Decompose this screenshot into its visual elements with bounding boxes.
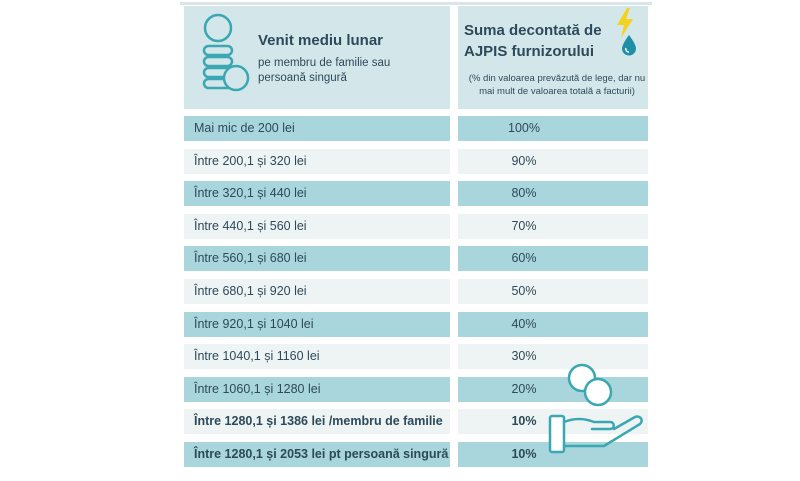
- table-row: Între 920,1 și 1040 lei 40%: [184, 311, 648, 337]
- table-row: Între 320,1 și 440 lei 80%: [184, 181, 648, 207]
- income-header-subtitle: pe membru de familie sau persoană singur…: [258, 57, 391, 84]
- table-row: Între 1040,1 și 1160 lei 30%: [184, 344, 648, 370]
- top-divider: [180, 2, 652, 5]
- income-header-title: Venit mediu lunar: [258, 32, 384, 49]
- income-range-cell: Între 320,1 și 440 lei: [184, 181, 450, 207]
- hand-with-coins-icon: [548, 363, 643, 454]
- income-range-cell: Între 1280,1 și 1386 lei /membru de fami…: [184, 409, 450, 435]
- refund-percent-cell: 80%: [458, 181, 648, 207]
- table-row: Mai mic de 200 lei 100%: [184, 116, 648, 141]
- income-range-cell: Între 560,1 și 680 lei: [184, 246, 450, 272]
- refund-header-title: Suma decontată de AJPIS furnizorului: [464, 22, 602, 60]
- refund-percent-cell: 30%: [458, 344, 648, 370]
- water-drop-icon: [622, 35, 636, 56]
- income-range-cell: Între 1040,1 și 1160 lei: [184, 344, 450, 370]
- income-range-cell: Între 920,1 și 1040 lei: [184, 311, 450, 337]
- refund-percent-cell: 100%: [458, 116, 648, 141]
- table-row: Între 1060,1 și 1280 lei 20%: [184, 376, 648, 402]
- income-range-cell: Mai mic de 200 lei: [184, 116, 450, 141]
- income-range-cell: Între 680,1 și 920 lei: [184, 279, 450, 304]
- header-refund: Suma decontată de AJPIS furnizorului (% …: [458, 6, 648, 109]
- subsidy-table: Venit mediu lunar pe membru de familie s…: [180, 0, 652, 481]
- income-range-cell: Între 1060,1 și 1280 lei: [184, 376, 450, 402]
- refund-percent-cell: 90%: [458, 148, 648, 174]
- table-row: Între 560,1 și 680 lei 60%: [184, 246, 648, 272]
- coins-stack-icon: [202, 13, 250, 92]
- header-income: Venit mediu lunar pe membru de familie s…: [184, 6, 450, 109]
- lightning-icon: [617, 8, 633, 38]
- table-row: Între 200,1 și 320 lei 90%: [184, 148, 648, 174]
- income-range-cell: Între 200,1 și 320 lei: [184, 148, 450, 174]
- refund-percent-cell: 20%: [458, 376, 648, 402]
- refund-percent-cell: 50%: [458, 279, 648, 304]
- refund-percent-cell: 60%: [458, 246, 648, 272]
- income-range-cell: Între 440,1 și 560 lei: [184, 213, 450, 239]
- refund-header-note: (% din valoarea prevăzută de lege, dar n…: [468, 73, 646, 97]
- table-row: Între 440,1 și 560 lei 70%: [184, 213, 648, 239]
- income-range-cell: Între 1280,1 și 2053 lei pt persoană sin…: [184, 442, 450, 467]
- refund-percent-cell: 70%: [458, 213, 648, 239]
- refund-percent-cell: 40%: [458, 311, 648, 337]
- table-row: Între 680,1 și 920 lei 50%: [184, 279, 648, 304]
